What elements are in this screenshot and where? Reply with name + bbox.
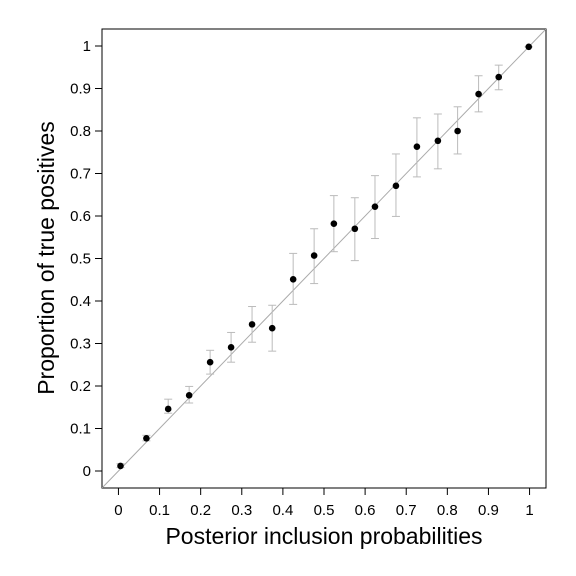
x-tick-label: 0.1 [149, 502, 170, 519]
point [351, 225, 359, 233]
x-tick-label: 0.5 [314, 502, 335, 519]
point [143, 434, 150, 442]
point [454, 127, 461, 135]
point [206, 358, 214, 366]
y-tick-label: 0.3 [70, 336, 91, 353]
y-tick-label: 0.5 [70, 251, 91, 268]
point [248, 321, 256, 328]
y-tick-label: 0.6 [70, 208, 91, 225]
y-tick-label: 0.2 [70, 378, 91, 395]
x-tick-label: 0 [114, 502, 122, 519]
point [495, 73, 503, 81]
y-tick-label: 0.7 [70, 166, 91, 183]
x-tick-label: 0.7 [396, 502, 417, 519]
point [227, 344, 235, 351]
point [268, 324, 276, 332]
point [371, 203, 379, 210]
point [117, 462, 124, 470]
x-tick-label: 1 [525, 502, 533, 519]
x-axis-title: Posterior inclusion probabilities [165, 523, 482, 549]
point [413, 143, 421, 151]
x-tick-label: 0.6 [355, 502, 376, 519]
point [330, 220, 338, 227]
y-axis-title: Proportion of true positives [33, 121, 59, 395]
x-tick-label: 0.4 [272, 502, 293, 519]
point [434, 137, 442, 145]
point [289, 276, 297, 283]
y-tick-label: 0.4 [70, 293, 91, 310]
x-tick-label: 0.3 [231, 502, 252, 519]
x-tick-label: 0.9 [478, 502, 499, 519]
reference-line [102, 29, 546, 488]
point [475, 90, 482, 98]
point [185, 392, 193, 399]
y-tick-label: 0.1 [70, 421, 91, 438]
point [310, 252, 318, 259]
y-tick-label: 1 [83, 38, 91, 55]
point [164, 405, 172, 413]
x-tick-label: 0.8 [437, 502, 458, 519]
y-tick-label: 0.9 [70, 81, 91, 98]
y-tick-label: 0 [83, 463, 91, 480]
point [392, 182, 400, 190]
x-tick-label: 0.2 [190, 502, 211, 519]
y-tick-label: 0.8 [70, 123, 91, 140]
point [525, 43, 533, 51]
